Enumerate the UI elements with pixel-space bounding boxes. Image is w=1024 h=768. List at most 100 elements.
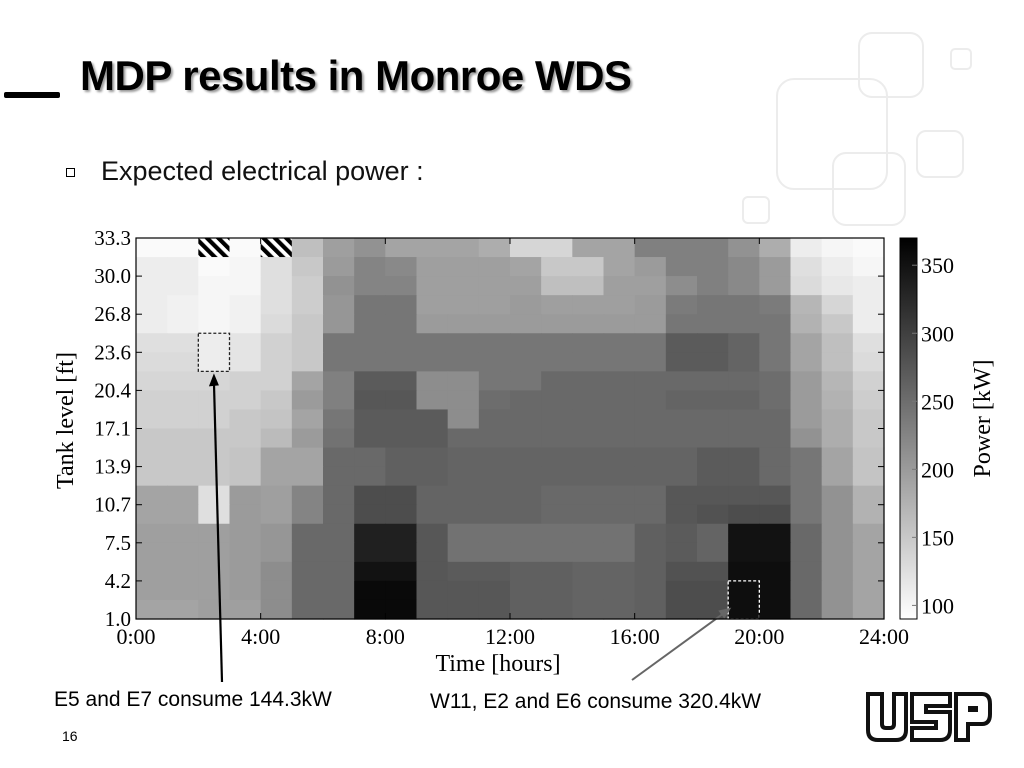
heatmap-cell [665, 371, 698, 391]
heatmap-cell [759, 314, 792, 334]
decor-square-1 [858, 32, 924, 98]
heatmap-cell [229, 428, 262, 449]
heatmap-cell [510, 276, 542, 296]
colorbar-tick-label: 100 [921, 593, 954, 618]
heatmap-cell [821, 257, 854, 277]
heatmap-cell [759, 447, 792, 468]
x-tick-label: 16:00 [610, 624, 660, 649]
slide-title: MDP results in Monroe WDS [80, 52, 632, 99]
heatmap-cell [416, 580, 449, 601]
heatmap-cell [541, 371, 573, 391]
heatmap-cell [790, 504, 823, 525]
heatmap-cell [790, 485, 823, 506]
heatmap-cell [728, 371, 760, 391]
heatmap-cell [634, 390, 667, 411]
heatmap-cell [447, 599, 480, 620]
heatmap-cell [323, 542, 355, 563]
y-tick-label: 26.8 [94, 302, 131, 326]
heatmap-cell [447, 333, 480, 353]
heatmap-cell [728, 314, 760, 334]
heatmap-cell [354, 561, 386, 582]
heatmap-cell [198, 466, 231, 487]
heatmap-cell [229, 523, 262, 544]
heatmap-cell [510, 409, 542, 430]
heatmap-cell [447, 485, 480, 506]
heatmap-cell [790, 466, 823, 487]
heatmap-cell [323, 428, 355, 449]
heatmap-cell [198, 333, 231, 353]
heatmap-cell [385, 333, 418, 353]
x-tick-label: 12:00 [485, 624, 535, 649]
heatmap-cell [136, 390, 168, 411]
heatmap-cell [260, 504, 293, 525]
heatmap-cell [603, 409, 636, 430]
heatmap-cell [510, 238, 542, 258]
heatmap-cell [697, 371, 729, 391]
heatmap-cell [354, 504, 386, 525]
heatmap-cell [136, 409, 168, 430]
decor-square-5 [832, 152, 906, 226]
heatmap-cell [634, 295, 667, 315]
heatmap-cell [167, 238, 199, 258]
heatmap-cell [852, 485, 885, 506]
heatmap-cell [821, 371, 854, 391]
heatmap-cell [260, 561, 293, 582]
heatmap-cell [478, 314, 511, 334]
heatmap-cell [354, 333, 386, 353]
heatmap-cell [416, 333, 449, 353]
heatmap-cell [634, 238, 667, 258]
heatmap-cell [728, 295, 760, 315]
heatmap-cell [634, 523, 667, 544]
heatmap-cell [759, 485, 792, 506]
heatmap-cell [852, 599, 885, 620]
x-tick-label: 24:00 [859, 624, 909, 649]
x-tick-label: 20:00 [734, 624, 784, 649]
heatmap-cell [323, 352, 355, 372]
heatmap-cell [354, 409, 386, 430]
heatmap-cell [759, 523, 792, 544]
heatmap-cell [229, 371, 262, 391]
heatmap-cell [198, 599, 231, 620]
heatmap-cell [572, 523, 605, 544]
heatmap-cell [541, 561, 573, 582]
arrow-low-line [212, 381, 224, 683]
heatmap-cell [790, 599, 823, 620]
heatmap-cell [478, 428, 511, 449]
heatmap-cell [603, 276, 636, 296]
heatmap-cell [323, 314, 355, 334]
y-tick-label: 10.7 [94, 493, 131, 517]
heatmap-cell [572, 257, 605, 277]
heatmap-cell [697, 409, 729, 430]
heatmap-cell [572, 561, 605, 582]
heatmap-cell [478, 447, 511, 468]
heatmap-cell [728, 276, 760, 296]
heatmap-cell [291, 333, 324, 353]
heatmap-cell [759, 238, 792, 258]
heatmap-cell [167, 561, 199, 582]
heatmap-cell [385, 561, 418, 582]
heatmap-cell [603, 447, 636, 468]
heatmap-cell [852, 390, 885, 411]
heatmap-cell [291, 466, 324, 487]
heatmap-cell [634, 485, 667, 506]
heatmap-cell [260, 523, 293, 544]
heatmap-cell [510, 599, 542, 620]
heatmap-cell [821, 238, 854, 258]
heatmap-cell [229, 466, 262, 487]
heatmap-cell [634, 352, 667, 372]
heatmap-cell [603, 523, 636, 544]
heatmap-cell [385, 485, 418, 506]
heatmap-cell [291, 561, 324, 582]
annotation-low-power: E5 and E7 consume 144.3kW [54, 688, 332, 711]
heatmap-cell [385, 276, 418, 296]
heatmap-cell [728, 409, 760, 430]
arrow-low-head-icon [208, 373, 219, 387]
heatmap-cell [416, 523, 449, 544]
heatmap-cell [136, 314, 168, 334]
heatmap-cell [541, 314, 573, 334]
heatmap-cell [385, 314, 418, 334]
usp-logo-icon [866, 692, 992, 742]
heatmap-cell [385, 466, 418, 487]
heatmap-cell [167, 485, 199, 506]
heatmap-cell [260, 390, 293, 411]
